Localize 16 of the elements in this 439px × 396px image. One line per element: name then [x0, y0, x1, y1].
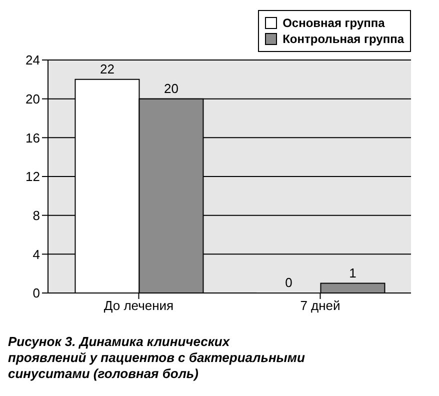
y-tick-label: 20	[26, 91, 40, 106]
x-tick-label: 7 дней	[300, 298, 340, 314]
text: Рисунок 3. Динамика клинических проявлений у пациентов с бактериальными синуситами (головная боль)	[8, 334, 306, 382]
data-label: 1	[349, 265, 356, 280]
y-tick-label: 8	[32, 208, 40, 223]
legend-label: Контрольная группа	[282, 32, 404, 46]
y-tick-label: 16	[26, 130, 40, 146]
y-tick-label: 0	[32, 286, 40, 301]
x-tick-label: До лечения	[104, 298, 174, 314]
data-label: 20	[164, 80, 178, 96]
y-tick-label: 12	[26, 169, 40, 184]
y-tick-label: 4	[32, 246, 40, 262]
y-tick-label: 24	[26, 52, 40, 68]
data-label: 0	[285, 275, 292, 290]
legend-label: Основная группа	[282, 16, 385, 30]
data-label: 22	[100, 61, 114, 76]
